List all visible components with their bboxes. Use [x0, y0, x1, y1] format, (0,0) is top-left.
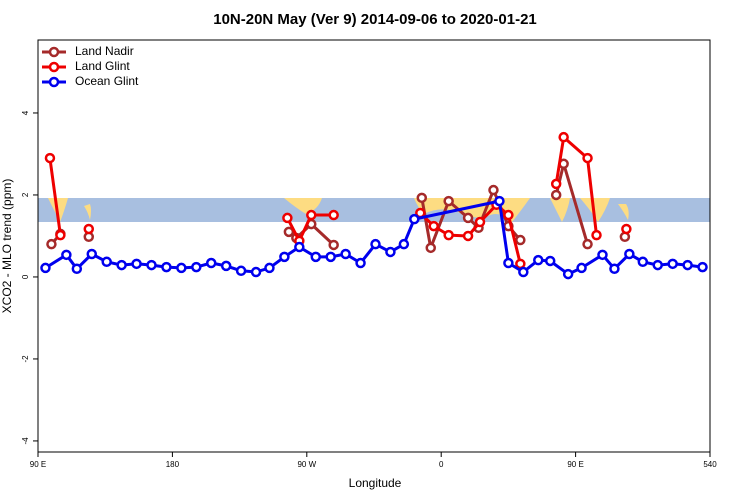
data-point	[328, 209, 339, 221]
data-point	[591, 229, 602, 241]
data-point	[443, 195, 454, 207]
x-tick-label: 90 W	[297, 460, 316, 469]
data-point	[398, 238, 410, 250]
legend-marker	[48, 61, 60, 73]
data-point	[533, 254, 544, 266]
data-point	[558, 131, 569, 143]
data-point	[409, 213, 420, 225]
data-point	[443, 229, 454, 241]
data-point	[83, 223, 95, 235]
data-point	[205, 257, 217, 269]
data-point	[116, 259, 127, 271]
data-point	[515, 258, 526, 270]
data-point	[515, 234, 526, 246]
x-tick-label: 90 E	[30, 460, 46, 469]
map-band	[38, 198, 710, 222]
y-axis-label: XCO2 - MLO trend (ppm)	[0, 179, 14, 314]
data-point	[282, 212, 293, 224]
y-tick-label: 2	[21, 192, 30, 197]
x-tick-label: 0	[439, 460, 444, 469]
data-point	[55, 229, 66, 241]
data-point	[667, 258, 678, 270]
data-point	[279, 251, 290, 263]
data-point	[462, 212, 474, 224]
data-point	[597, 249, 608, 261]
data-point	[428, 220, 439, 232]
data-point	[61, 249, 72, 261]
data-point	[328, 239, 339, 251]
data-point	[146, 259, 157, 271]
data-point	[86, 248, 98, 260]
data-point	[325, 251, 336, 263]
data-point	[609, 263, 620, 275]
data-point	[425, 242, 436, 254]
data-point	[370, 238, 381, 250]
chart-title: 10N-20N May (Ver 9) 2014-09-06 to 2020-0…	[213, 11, 537, 28]
data-point	[637, 256, 649, 268]
data-point	[310, 251, 322, 263]
x-axis-label: Longitude	[349, 476, 402, 490]
x-tick-label: 180	[166, 460, 180, 469]
data-point	[191, 261, 202, 273]
legend-marker	[48, 46, 60, 58]
data-point	[294, 241, 305, 253]
data-point	[474, 216, 486, 228]
data-point	[385, 246, 396, 258]
x-tick-label: 90 E	[567, 460, 583, 469]
legend-marker	[48, 76, 60, 88]
data-point	[220, 260, 232, 272]
y-tick-label: 0	[21, 274, 30, 279]
data-point	[306, 209, 317, 221]
data-point	[682, 259, 693, 271]
data-point	[44, 152, 56, 164]
data-point	[161, 261, 172, 273]
data-point	[462, 230, 474, 242]
data-point	[235, 265, 247, 277]
legend-label: Ocean Glint	[75, 74, 139, 88]
data-point	[582, 238, 593, 250]
data-point	[518, 266, 529, 278]
data-point	[40, 262, 51, 274]
legend-label: Land Glint	[75, 59, 130, 73]
x-tick-label: 540	[703, 460, 717, 469]
data-point	[550, 178, 562, 190]
data-point	[250, 266, 262, 278]
data-point	[71, 263, 83, 275]
data-point	[624, 248, 635, 260]
data-point	[355, 257, 366, 269]
y-tick-label: 4	[21, 110, 30, 115]
data-point	[503, 257, 514, 269]
y-tick-label: -4	[21, 437, 30, 445]
data-point	[550, 189, 562, 201]
data-point	[494, 195, 505, 207]
data-point	[340, 248, 351, 260]
data-point	[416, 192, 428, 204]
data-point	[488, 184, 499, 196]
data-point	[131, 258, 142, 270]
data-point	[101, 256, 112, 268]
data-point	[503, 209, 514, 221]
y-tick-label: -2	[21, 355, 30, 363]
data-point	[283, 226, 295, 238]
data-point	[176, 262, 187, 274]
data-point	[544, 255, 556, 267]
data-point	[697, 261, 708, 273]
data-point	[582, 152, 593, 164]
data-point	[562, 268, 574, 280]
data-point	[46, 238, 57, 250]
plot-frame	[37, 39, 711, 453]
data-point	[652, 259, 663, 271]
data-point	[621, 223, 632, 235]
data-point	[264, 262, 275, 274]
legend-label: Land Nadir	[75, 44, 134, 58]
data-point	[576, 262, 587, 274]
